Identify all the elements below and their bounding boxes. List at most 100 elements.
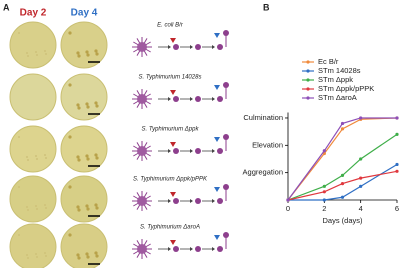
strain-label: S. Typhimurium Δppk/pPPK (133, 177, 208, 183)
colony (76, 253, 80, 257)
legend-label: Ec B/r (318, 57, 339, 66)
x-axis-title: Days (days) (322, 216, 363, 225)
arrow-head (190, 199, 193, 203)
colony (77, 54, 81, 58)
colony (85, 204, 89, 208)
colony (95, 52, 99, 56)
cell-cluster (137, 196, 147, 206)
colony (76, 103, 80, 107)
colony (76, 205, 80, 209)
marker-blue (214, 235, 220, 240)
colony (86, 207, 90, 211)
plate-photo (9, 73, 57, 121)
plate-photo (60, 175, 108, 223)
colony (27, 55, 29, 57)
aggregate (217, 198, 223, 204)
aggregate (217, 148, 223, 154)
arrow-head (212, 149, 215, 153)
plate-photo (60, 125, 108, 173)
arrow-head (190, 97, 193, 101)
aggregate (195, 96, 201, 102)
colony (85, 102, 89, 106)
colony (77, 158, 81, 162)
data-point (286, 198, 290, 202)
colony (35, 205, 37, 207)
x-tick-label: 2 (322, 204, 326, 213)
data-point (359, 176, 363, 180)
plate-photo (9, 21, 57, 69)
colony (76, 155, 80, 159)
colony (68, 233, 72, 237)
cell-cluster (137, 244, 147, 254)
aggregate (195, 44, 201, 50)
data-point (340, 181, 345, 186)
data-point (395, 162, 399, 167)
arrow-head (190, 149, 193, 153)
data-point (322, 190, 326, 194)
data-point (340, 173, 345, 177)
arrow-head (212, 97, 215, 101)
aggregate (173, 148, 179, 154)
colony (45, 53, 47, 55)
y-tick-label: Culmination (243, 113, 283, 122)
data-point (340, 195, 345, 199)
legend-label: STm ΔaroA (318, 93, 357, 102)
data-point (340, 127, 345, 131)
colony (27, 159, 29, 161)
colony (35, 155, 37, 157)
colony (95, 104, 99, 108)
colony (26, 206, 28, 208)
arrow-head (212, 247, 215, 251)
marker-red (170, 90, 176, 95)
colony (36, 158, 38, 160)
colony (86, 157, 90, 161)
x-tick-label: 6 (395, 204, 399, 213)
colony (36, 54, 38, 56)
legend-label: STm Δppk (318, 75, 353, 84)
aggregate (217, 246, 223, 252)
arrow-head (212, 45, 215, 49)
colony (18, 186, 20, 188)
colony (86, 53, 90, 57)
aggregate (173, 198, 179, 204)
colony (44, 252, 46, 254)
legend-label: STm Δppk/pPPK (318, 84, 374, 93)
colony (44, 204, 46, 206)
arrow-head (168, 45, 171, 49)
colony (94, 251, 98, 255)
arrow-head (168, 247, 171, 251)
column-header: Day 2 (20, 8, 47, 19)
plate-photo (9, 175, 57, 223)
colony (95, 156, 99, 160)
data-point (359, 157, 363, 161)
aggregate (195, 148, 201, 154)
colony (77, 256, 81, 260)
colony (68, 83, 72, 87)
colony (85, 50, 89, 54)
panel-label: A (3, 2, 10, 12)
colony (94, 153, 98, 157)
colony (45, 207, 47, 209)
colony (18, 234, 20, 236)
cell-cluster (137, 146, 147, 156)
aggregate (173, 44, 179, 50)
cell-cluster (137, 94, 147, 104)
aggregate (195, 246, 201, 252)
data-point (395, 169, 399, 173)
arrow-head (168, 199, 171, 203)
marker-blue (214, 187, 220, 192)
colony (95, 254, 99, 258)
colony (77, 208, 81, 212)
colony (27, 257, 29, 259)
colony (45, 157, 47, 159)
data-point (359, 116, 363, 120)
colony (35, 253, 37, 255)
data-point (322, 198, 326, 202)
column-header: Day 4 (71, 8, 98, 19)
colony (86, 105, 90, 109)
data-point (395, 132, 399, 136)
plate-photo (60, 21, 108, 69)
strain-label: S. Typhimurium 14028s (139, 75, 202, 81)
cell-cluster (137, 42, 147, 52)
